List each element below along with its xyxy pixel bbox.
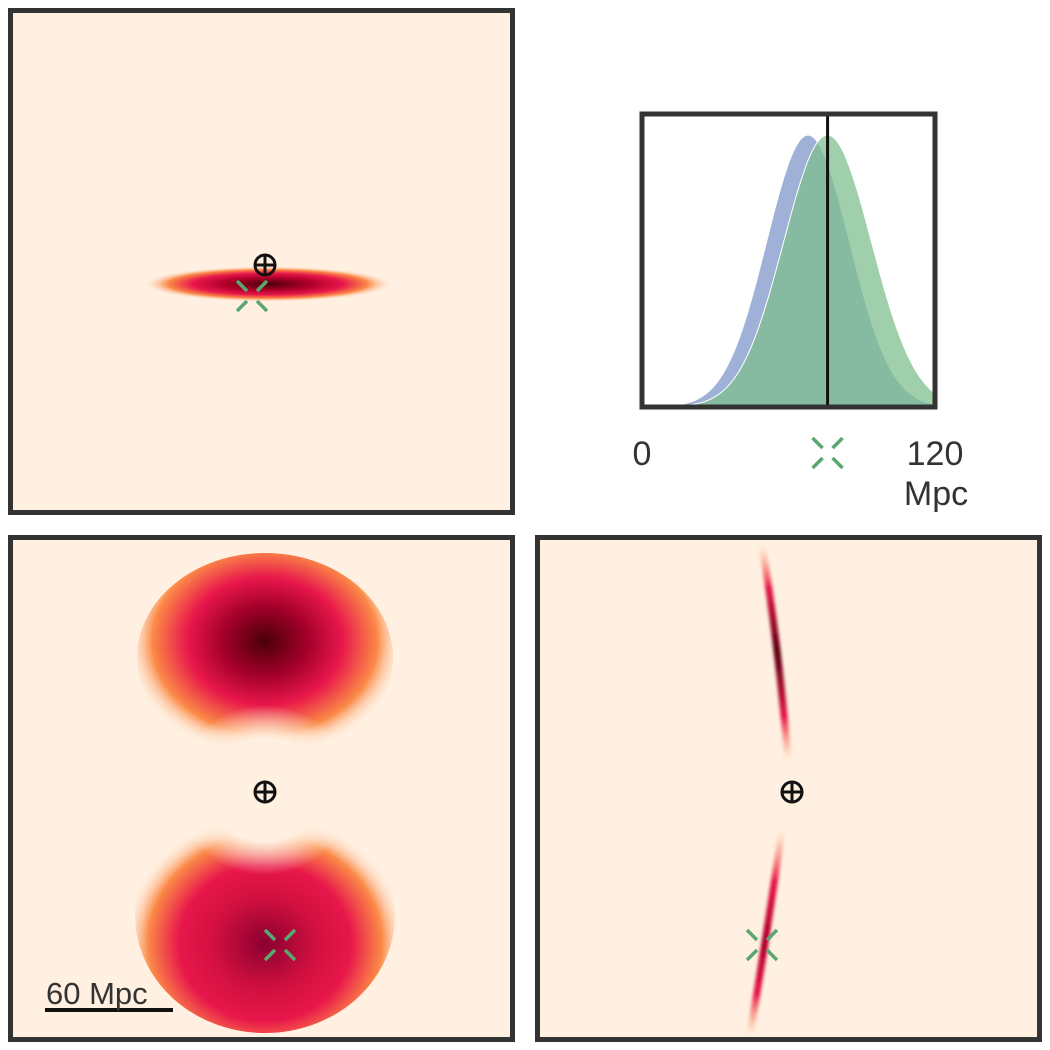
- distance-distribution-chart: 0 120 Mpc: [633, 111, 968, 513]
- lower-density-arc: [746, 826, 786, 1037]
- x-tick-label: 120: [907, 435, 964, 473]
- x-tick-label: 0: [633, 435, 652, 473]
- bottom-left-heatmap-svg: [45, 553, 395, 1033]
- upper-density-lobe: [137, 553, 393, 763]
- earth-symbol-icon: [780, 780, 804, 804]
- scale-bar-label: 60 Mpc: [46, 976, 148, 1011]
- panel-bottom-left-heatmap: 60 Mpc: [8, 535, 515, 1042]
- top-left-heatmap-svg: [143, 253, 393, 313]
- green-cross-marker-icon: [811, 436, 844, 470]
- x-axis-label: Mpc: [904, 475, 968, 513]
- earth-symbol-icon: [253, 780, 277, 804]
- panel-top-left-heatmap: [8, 8, 515, 515]
- upper-density-arc: [758, 541, 792, 764]
- panel-bottom-right-heatmap: [535, 535, 1042, 1042]
- earth-symbol-icon: [253, 253, 277, 277]
- chart-frame: [639, 111, 938, 410]
- distribution-series: [641, 134, 936, 408]
- green-cross-marker-icon: [235, 279, 269, 313]
- lower-density-lobe: [135, 797, 395, 1033]
- green-cross-marker-icon: [745, 928, 779, 962]
- density-blob: [143, 266, 393, 302]
- bottom-right-heatmap-svg: [745, 541, 804, 1037]
- green-cross-marker-icon: [263, 928, 297, 962]
